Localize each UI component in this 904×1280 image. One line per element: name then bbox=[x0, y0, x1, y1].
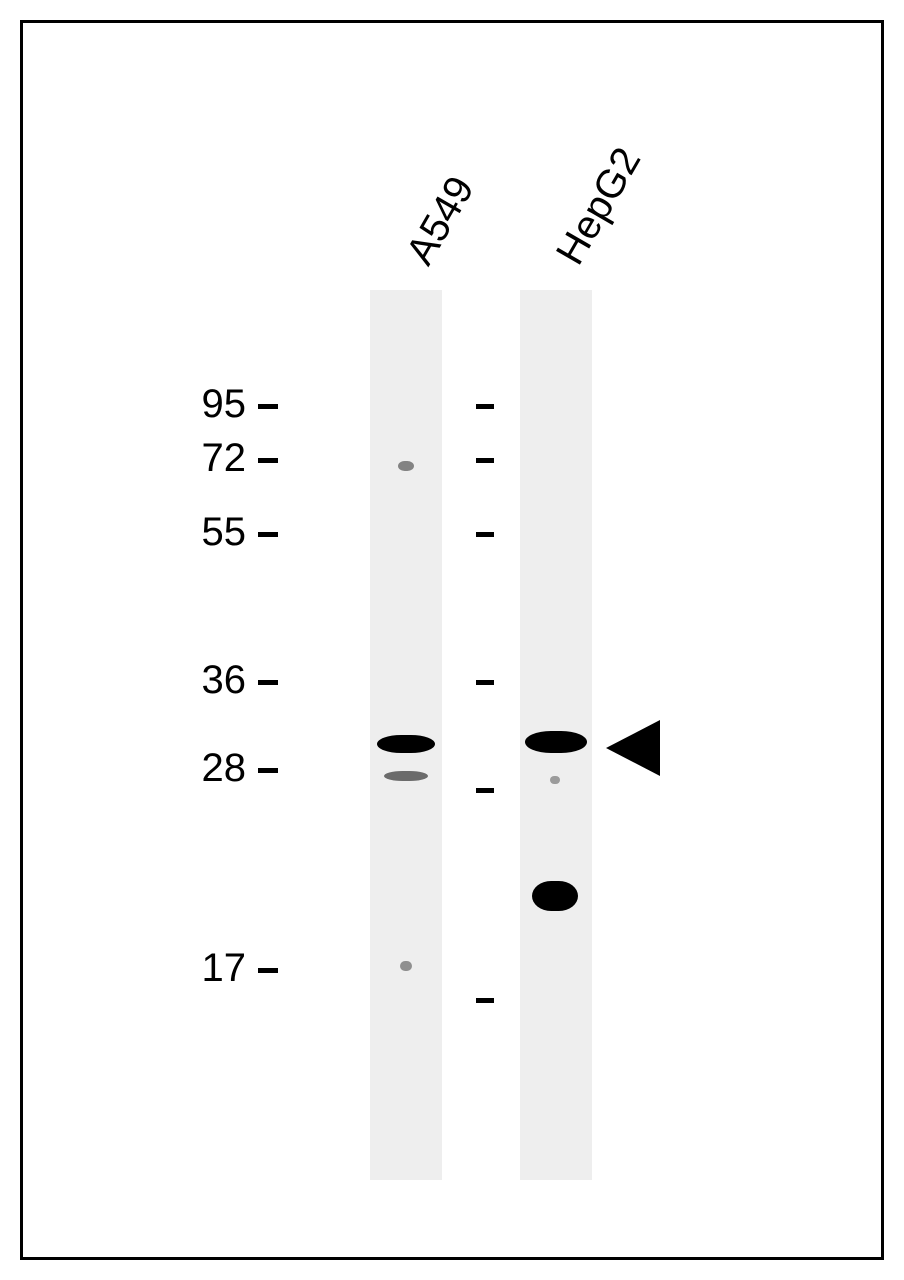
mw-label: 28 bbox=[202, 746, 247, 791]
mw-tick bbox=[258, 968, 278, 973]
mw-label: 17 bbox=[202, 946, 247, 991]
protein-band bbox=[532, 881, 578, 911]
mw-tick bbox=[258, 680, 278, 685]
mw-label: 95 bbox=[202, 382, 247, 427]
mw-label: 72 bbox=[202, 436, 247, 481]
protein-band bbox=[377, 735, 435, 753]
mw-label: 55 bbox=[202, 510, 247, 555]
protein-band bbox=[398, 461, 414, 471]
center-tick bbox=[476, 680, 494, 685]
protein-band bbox=[384, 771, 428, 781]
mw-label: 36 bbox=[202, 658, 247, 703]
target-arrow-icon bbox=[606, 720, 660, 776]
center-tick bbox=[476, 532, 494, 537]
mw-tick bbox=[258, 404, 278, 409]
center-tick bbox=[476, 998, 494, 1003]
center-tick bbox=[476, 458, 494, 463]
protein-band bbox=[550, 776, 560, 784]
protein-band bbox=[400, 961, 412, 971]
canvas: A549HepG2957255362817 bbox=[0, 0, 904, 1280]
center-tick bbox=[476, 404, 494, 409]
mw-tick bbox=[258, 532, 278, 537]
center-tick bbox=[476, 788, 494, 793]
mw-tick bbox=[258, 458, 278, 463]
mw-tick bbox=[258, 768, 278, 773]
protein-band bbox=[525, 731, 587, 753]
